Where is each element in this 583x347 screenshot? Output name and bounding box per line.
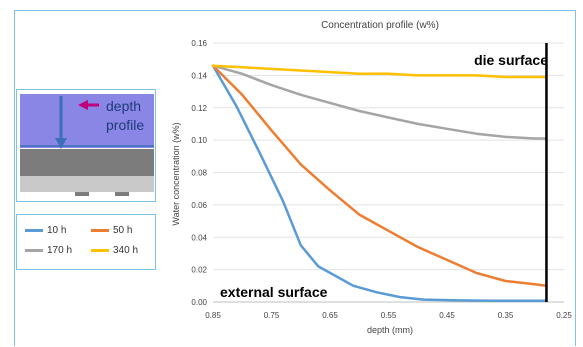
chart-title: Concentration profile (w%) bbox=[321, 20, 439, 31]
die-layer bbox=[20, 149, 154, 176]
y-tick-label: 0.08 bbox=[191, 169, 207, 178]
pointer-arrow-icon bbox=[78, 100, 88, 110]
depth-profile-schematic: depth profile bbox=[16, 89, 156, 202]
x-tick-label: 0.25 bbox=[556, 311, 572, 320]
figure-frame bbox=[14, 10, 576, 346]
y-tick-labels: 0.00 0.02 0.04 0.06 0.08 0.10 0.12 0.14 0.16 bbox=[191, 39, 207, 307]
legend-item-170h: 170 h bbox=[25, 245, 72, 256]
y-tick-label: 0.00 bbox=[191, 298, 207, 307]
y-axis-label: Water concentration (w%) bbox=[171, 122, 181, 225]
x-tick-labels: 0.85 0.75 0.65 0.55 0.45 0.35 0.25 bbox=[205, 311, 572, 320]
legend-swatch bbox=[25, 229, 43, 232]
substrate-layer bbox=[20, 176, 154, 192]
x-tick-label: 0.35 bbox=[498, 311, 514, 320]
legend-item-50h: 50 h bbox=[91, 225, 132, 236]
x-axis-label: depth (mm) bbox=[367, 325, 413, 335]
series-line-170h bbox=[211, 64, 548, 140]
legend-label: 340 h bbox=[113, 245, 139, 256]
series-line-340h bbox=[211, 64, 548, 79]
series-line-50h bbox=[211, 64, 548, 288]
bump-right bbox=[115, 192, 129, 196]
schematic-drawing: depth profile bbox=[20, 94, 154, 196]
x-tick-label: 0.55 bbox=[381, 311, 397, 320]
x-tick-label: 0.75 bbox=[264, 311, 280, 320]
y-tick-label: 0.14 bbox=[191, 71, 207, 80]
x-tick-label: 0.65 bbox=[322, 311, 338, 320]
legend-item-340h: 340 h bbox=[91, 245, 138, 256]
x-tick-label: 0.45 bbox=[439, 311, 455, 320]
y-tick-label: 0.02 bbox=[191, 266, 207, 275]
y-tick-label: 0.06 bbox=[191, 201, 207, 210]
y-tick-label: 0.12 bbox=[191, 104, 207, 113]
x-tick-label: 0.85 bbox=[205, 311, 221, 320]
annotation-external-surface: external surface bbox=[220, 284, 328, 300]
legend-swatch bbox=[91, 229, 109, 232]
bump-left bbox=[75, 192, 89, 196]
series-line-10h bbox=[211, 64, 548, 302]
gridlines bbox=[213, 42, 564, 271]
legend: 10 h 50 h 170 h 340 h bbox=[16, 214, 156, 270]
series-lines bbox=[211, 64, 548, 302]
legend-swatch bbox=[91, 249, 109, 252]
depth-arrow-icon bbox=[55, 138, 67, 149]
y-tick-label: 0.04 bbox=[191, 233, 207, 242]
legend-label: 50 h bbox=[113, 225, 133, 236]
legend-label: 10 h bbox=[47, 225, 67, 236]
legend-item-10h: 10 h bbox=[25, 225, 66, 236]
y-tick-label: 0.16 bbox=[191, 39, 207, 48]
legend-label: 170 h bbox=[47, 245, 73, 256]
annotation-die-surface: die surface bbox=[474, 52, 548, 68]
legend-swatch bbox=[25, 249, 43, 252]
y-tick-label: 0.10 bbox=[191, 136, 207, 145]
inset-label-depth: depth bbox=[106, 98, 141, 114]
inset-label-profile: profile bbox=[106, 117, 144, 133]
